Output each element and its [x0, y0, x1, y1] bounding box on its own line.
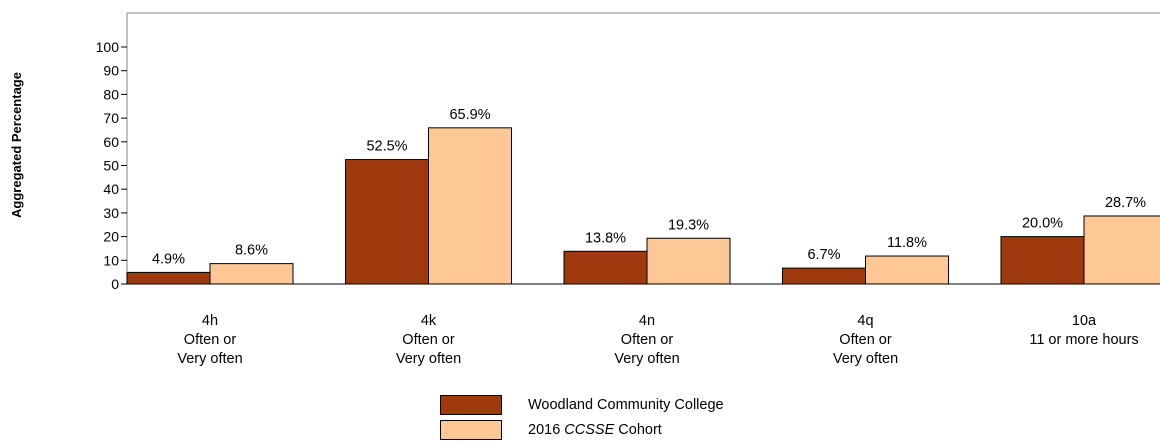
legend: Woodland Community College 2016 CCSSE Co… [440, 393, 724, 443]
bar [126, 271, 211, 285]
category-label-line: 4q [857, 313, 873, 329]
data-label: 4.9% [152, 251, 185, 267]
category-label-line: Often or [402, 332, 455, 348]
bars [126, 127, 1160, 285]
y-tick-label: 60 [103, 134, 119, 150]
category-labels: 4h Often or Very often 4k Often or Very often… [177, 313, 1138, 367]
legend-item-woodland: Woodland Community College [440, 393, 724, 416]
data-label: 19.3% [668, 217, 709, 233]
y-tick-label: 50 [103, 158, 119, 174]
legend-swatch-cohort [440, 419, 502, 440]
category-label-line: Often or [839, 332, 892, 348]
y-axis: 0 10 20 30 40 50 60 70 80 90 100 [96, 39, 127, 292]
category-label-line: 4k [421, 313, 437, 329]
bar [782, 267, 866, 285]
y-tick-label: 70 [103, 110, 119, 126]
y-tick-label: 40 [103, 181, 119, 197]
data-label: 52.5% [366, 139, 407, 155]
category-label-line: Often or [184, 332, 237, 348]
data-label: 11.8% [887, 235, 927, 251]
category-label-line: Very often [614, 351, 679, 367]
data-label: 13.8% [585, 230, 626, 246]
data-label: 65.9% [449, 107, 490, 123]
category-label-line: 10a [1072, 313, 1097, 329]
category-label-line: Very often [396, 351, 461, 367]
category-label-line: Very often [833, 351, 898, 367]
y-tick-label: 20 [103, 229, 119, 245]
bar [428, 127, 512, 285]
bar [209, 263, 294, 285]
legend-label-woodland: Woodland Community College [528, 396, 724, 413]
category-label: 4n Often or Very often [614, 313, 679, 367]
category-label-line: 4h [202, 313, 218, 329]
data-label: 28.7% [1105, 195, 1146, 211]
category-label: 4q Often or Very often [833, 313, 898, 367]
bar [865, 255, 949, 285]
y-tick-label: 30 [103, 205, 119, 221]
category-label: 4h Often or Very often [177, 313, 242, 367]
bar-chart: 0 10 20 30 40 50 60 70 80 90 100 4.9% 8.6% 52.5% 65.9… [9, 12, 1160, 367]
bar [1000, 236, 1085, 285]
value-labels: 4.9% 8.6% 52.5% 65.9% 13.8% 19.3% 6.7% 11.8% 20.… [152, 107, 1146, 268]
bar [646, 237, 731, 285]
y-axis-label: Aggregated Percentage [9, 72, 24, 218]
category-label: 10a 11 or more hours [1029, 313, 1138, 348]
legend-item-cohort: 2016 CCSSE Cohort [440, 418, 724, 441]
legend-label-cohort: 2016 CCSSE Cohort [528, 421, 662, 438]
category-label: 4k Often or Very often [396, 313, 461, 367]
category-label-line: Very often [177, 351, 242, 367]
y-tick-label: 0 [111, 276, 119, 292]
y-tick-label: 90 [103, 63, 119, 79]
y-tick-label: 80 [103, 86, 119, 102]
data-label: 8.6% [235, 243, 268, 259]
data-label: 20.0% [1022, 216, 1063, 232]
legend-swatch-woodland [440, 394, 502, 415]
bar [1083, 215, 1160, 285]
bar [563, 250, 648, 285]
bar [345, 159, 429, 285]
category-label-line: Often or [621, 332, 674, 348]
y-tick-label: 10 [103, 252, 119, 268]
category-label-line: 11 or more hours [1029, 332, 1138, 348]
data-label: 6.7% [807, 247, 840, 263]
category-label-line: 4n [639, 313, 655, 329]
y-tick-label: 100 [96, 39, 120, 55]
